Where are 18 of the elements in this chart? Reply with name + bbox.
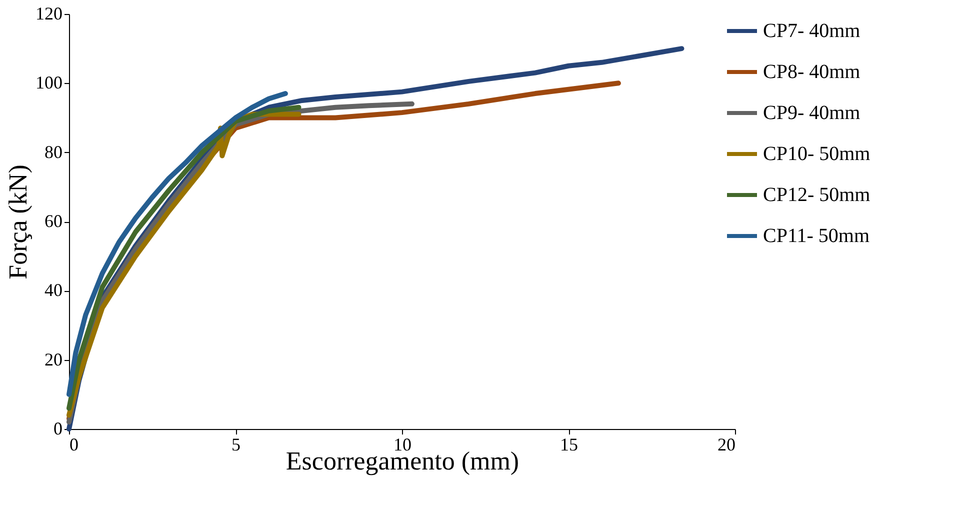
y-tick-label: 120 [36, 4, 62, 24]
y-tick-label: 60 [44, 211, 62, 231]
legend-label: CP10- 50mm [763, 143, 871, 165]
y-tick-label: 0 [54, 418, 62, 438]
x-tick-label: 0 [70, 434, 78, 454]
y-axis-title: Força (kN) [4, 164, 32, 280]
x-tick-label: 5 [232, 434, 240, 454]
y-tick-label: 20 [44, 349, 62, 370]
legend-label: CP12- 50mm [763, 184, 871, 206]
y-tick-label: 40 [44, 280, 62, 300]
x-tick-label: 20 [718, 434, 736, 454]
y-tick-label: 100 [36, 72, 62, 93]
y-tick-label: 80 [44, 142, 62, 162]
legend-label: CP9- 40mm [763, 102, 861, 124]
x-tick-label: 15 [560, 434, 578, 454]
legend-label: CP11- 50mm [763, 225, 870, 247]
legend-label: CP8- 40mm [763, 61, 861, 83]
legend-label: CP7- 40mm [763, 20, 861, 42]
